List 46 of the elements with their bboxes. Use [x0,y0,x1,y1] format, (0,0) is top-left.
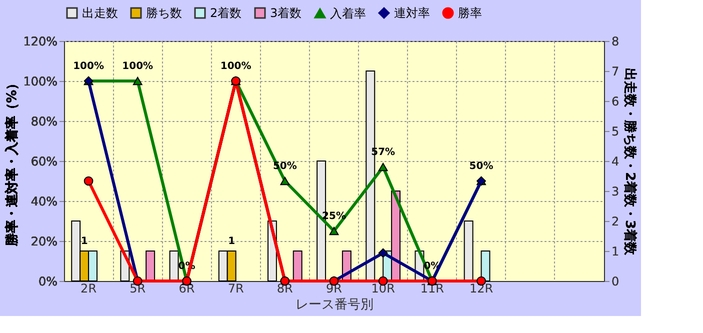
point [329,226,339,236]
point [280,176,290,186]
legend-label: 出走数 [82,6,118,20]
legend-label: 入着率 [330,6,366,20]
bar [169,250,179,282]
legend-label: 2着数 [210,6,242,20]
data-label: 1 [228,236,236,247]
y2-tick-label: 6 [612,94,620,108]
data-label: 1 [80,236,88,247]
bar [146,250,156,282]
point [378,162,388,172]
y-tick-label: 120% [23,34,58,48]
y-tick-label: 40% [30,194,58,208]
x-tick-label: 7R [228,282,244,296]
bar [292,250,302,282]
y-tick-label: 80% [30,114,58,128]
y-tick-label: 0% [38,274,58,288]
y2-tick-label: 2 [612,214,620,228]
bar [464,220,474,282]
x-tick-label: 9R [326,282,342,296]
point [84,176,94,186]
y2-tick-label: 0 [612,274,620,288]
data-label: 100% [122,61,154,72]
x-axis-title: レース番号別 [296,298,374,312]
point [378,248,388,258]
legend-label: 3着数 [270,6,302,20]
y-tick-label: 20% [30,234,58,248]
legend-label: 勝率 [458,6,482,20]
legend-label: 連対率 [394,6,430,20]
y2-tick-label: 1 [612,244,620,258]
y-axis-title: 勝率・連対率・入着率（%） [4,76,20,248]
y2-tick-label: 5 [612,124,620,138]
legend-label: 勝ち数 [146,6,182,20]
y2-tick-label: 3 [612,184,620,198]
y-tick-label: 100% [23,74,58,88]
y2-tick-label: 7 [612,64,620,78]
y2-axis-title: 出走数・勝ち数・2着数・3着数 [622,68,638,256]
x-tick-label: 2R [80,282,97,296]
data-label: 100% [73,61,104,72]
x-tick-label: 5R [130,282,146,296]
y2-tick-label: 4 [612,154,620,168]
y2-tick-label: 8 [612,34,620,48]
data-label: 50% [469,161,494,172]
point [132,76,142,86]
data-label: 100% [220,61,252,72]
y-tick-label: 60% [30,154,58,168]
